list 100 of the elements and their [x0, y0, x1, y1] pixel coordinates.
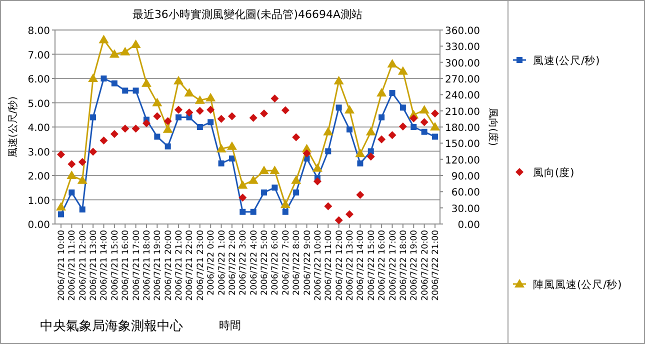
point — [260, 110, 268, 118]
x-tick-label: 2006/7/22 11:00 — [324, 230, 334, 301]
x-tick-label: 2006/7/22 3:00 — [238, 230, 249, 296]
x-tick-label: 2006/7/22 16:00 — [378, 230, 388, 301]
point — [100, 136, 108, 144]
point — [432, 134, 438, 140]
y-tick-label: 3.00 — [28, 147, 50, 158]
x-tick-label: 2006/7/22 1:00 — [217, 230, 228, 296]
point — [79, 206, 86, 212]
y2-axis-title: 風向(度) — [487, 108, 499, 146]
point — [334, 216, 343, 224]
point — [398, 122, 407, 130]
x-tick-label: 2006/7/21 15:00 — [110, 230, 120, 301]
y2-tick-label: 60.00 — [451, 188, 480, 199]
point — [389, 90, 396, 96]
point — [325, 148, 332, 154]
point — [313, 177, 322, 186]
x-tick-label: 2006/7/21 22:00 — [185, 230, 196, 301]
x-tick-label: 2006/7/22 7:00 — [281, 230, 292, 296]
x-tick-label: 2006/7/22 17:00 — [388, 230, 398, 301]
y-tick-label: 8.00 — [28, 26, 50, 37]
y-tick-label: 7.00 — [28, 50, 50, 62]
point — [194, 95, 205, 104]
point — [152, 98, 162, 106]
x-tick-label: 2006/7/21 23:00 — [196, 230, 206, 301]
point — [184, 88, 194, 97]
point — [111, 80, 118, 86]
point — [249, 114, 258, 122]
point — [356, 190, 364, 199]
x-tick-label: 2006/7/22 13:00 — [346, 230, 356, 301]
point — [109, 49, 120, 58]
y-tick-label: 1.00 — [28, 196, 50, 207]
point — [121, 124, 130, 133]
point — [185, 108, 194, 116]
point — [410, 114, 418, 122]
x-tick-label: 2006/7/22 21:00 — [431, 230, 441, 301]
x-tick-label: 2006/7/22 15:00 — [366, 230, 377, 301]
x-tick-label: 2006/7/21 21:00 — [174, 230, 185, 301]
point — [208, 119, 214, 126]
point — [292, 133, 300, 142]
point — [291, 175, 302, 184]
legend-label: 陣風風速(公尺/秒) — [533, 278, 622, 291]
point — [142, 119, 150, 128]
point — [366, 126, 376, 136]
point — [248, 175, 258, 184]
point — [357, 160, 364, 166]
point — [355, 148, 366, 158]
point — [58, 211, 64, 218]
point — [302, 149, 311, 158]
point — [430, 122, 440, 130]
point — [398, 66, 408, 75]
y2-tick-label: 150.00 — [445, 139, 480, 150]
point — [378, 135, 386, 144]
point — [238, 194, 247, 202]
point — [226, 141, 237, 150]
x-tick-label: 2006/7/21 12:00 — [78, 230, 88, 301]
x-tick-label: 2006/7/21 13:00 — [89, 230, 100, 301]
x-tick-label: 2006/7/21 17:00 — [132, 230, 142, 301]
point — [334, 76, 344, 84]
point — [388, 131, 396, 140]
y2-tick-label: 120.00 — [445, 155, 480, 166]
point — [153, 112, 162, 120]
point — [68, 160, 76, 168]
point — [238, 180, 248, 189]
x-tick-label: 2006/7/21 20:00 — [164, 230, 174, 301]
point — [324, 202, 332, 210]
x-tick-label: 2006/7/22 5:00 — [260, 230, 270, 296]
point — [344, 105, 355, 114]
point — [154, 134, 160, 140]
point — [259, 166, 270, 174]
point — [130, 40, 141, 48]
point — [90, 114, 96, 120]
x-tick-label: 2006/7/21 16:00 — [121, 230, 132, 301]
point — [410, 124, 417, 130]
point — [261, 189, 268, 196]
point — [376, 88, 387, 97]
point — [366, 152, 375, 161]
point — [132, 124, 140, 133]
point — [196, 106, 204, 115]
point — [419, 105, 430, 114]
y2-tick-label: 90.00 — [451, 172, 480, 182]
point — [174, 76, 184, 84]
point — [57, 150, 65, 158]
y2-tick-label: 300.00 — [445, 58, 480, 70]
x-tick-label: 2006/7/21 10:00 — [57, 230, 67, 301]
point — [89, 148, 98, 156]
y2-tick-label: 180.00 — [445, 123, 480, 134]
chart-title: 最近36小時實測風變化圖(未品管)46694A測站 — [132, 8, 363, 21]
point — [68, 189, 75, 196]
point — [346, 126, 353, 132]
point — [206, 92, 216, 102]
x-tick-label: 2006/7/22 6:00 — [270, 230, 281, 296]
point — [216, 144, 226, 152]
point — [66, 170, 77, 179]
text: 中央氣象局海象測報中心 — [40, 318, 183, 333]
y-tick-label: 2.00 — [28, 172, 50, 182]
point — [78, 158, 86, 166]
point — [270, 94, 279, 102]
point — [56, 202, 66, 211]
x-tick-label: 2006/7/21 14:00 — [100, 230, 110, 301]
